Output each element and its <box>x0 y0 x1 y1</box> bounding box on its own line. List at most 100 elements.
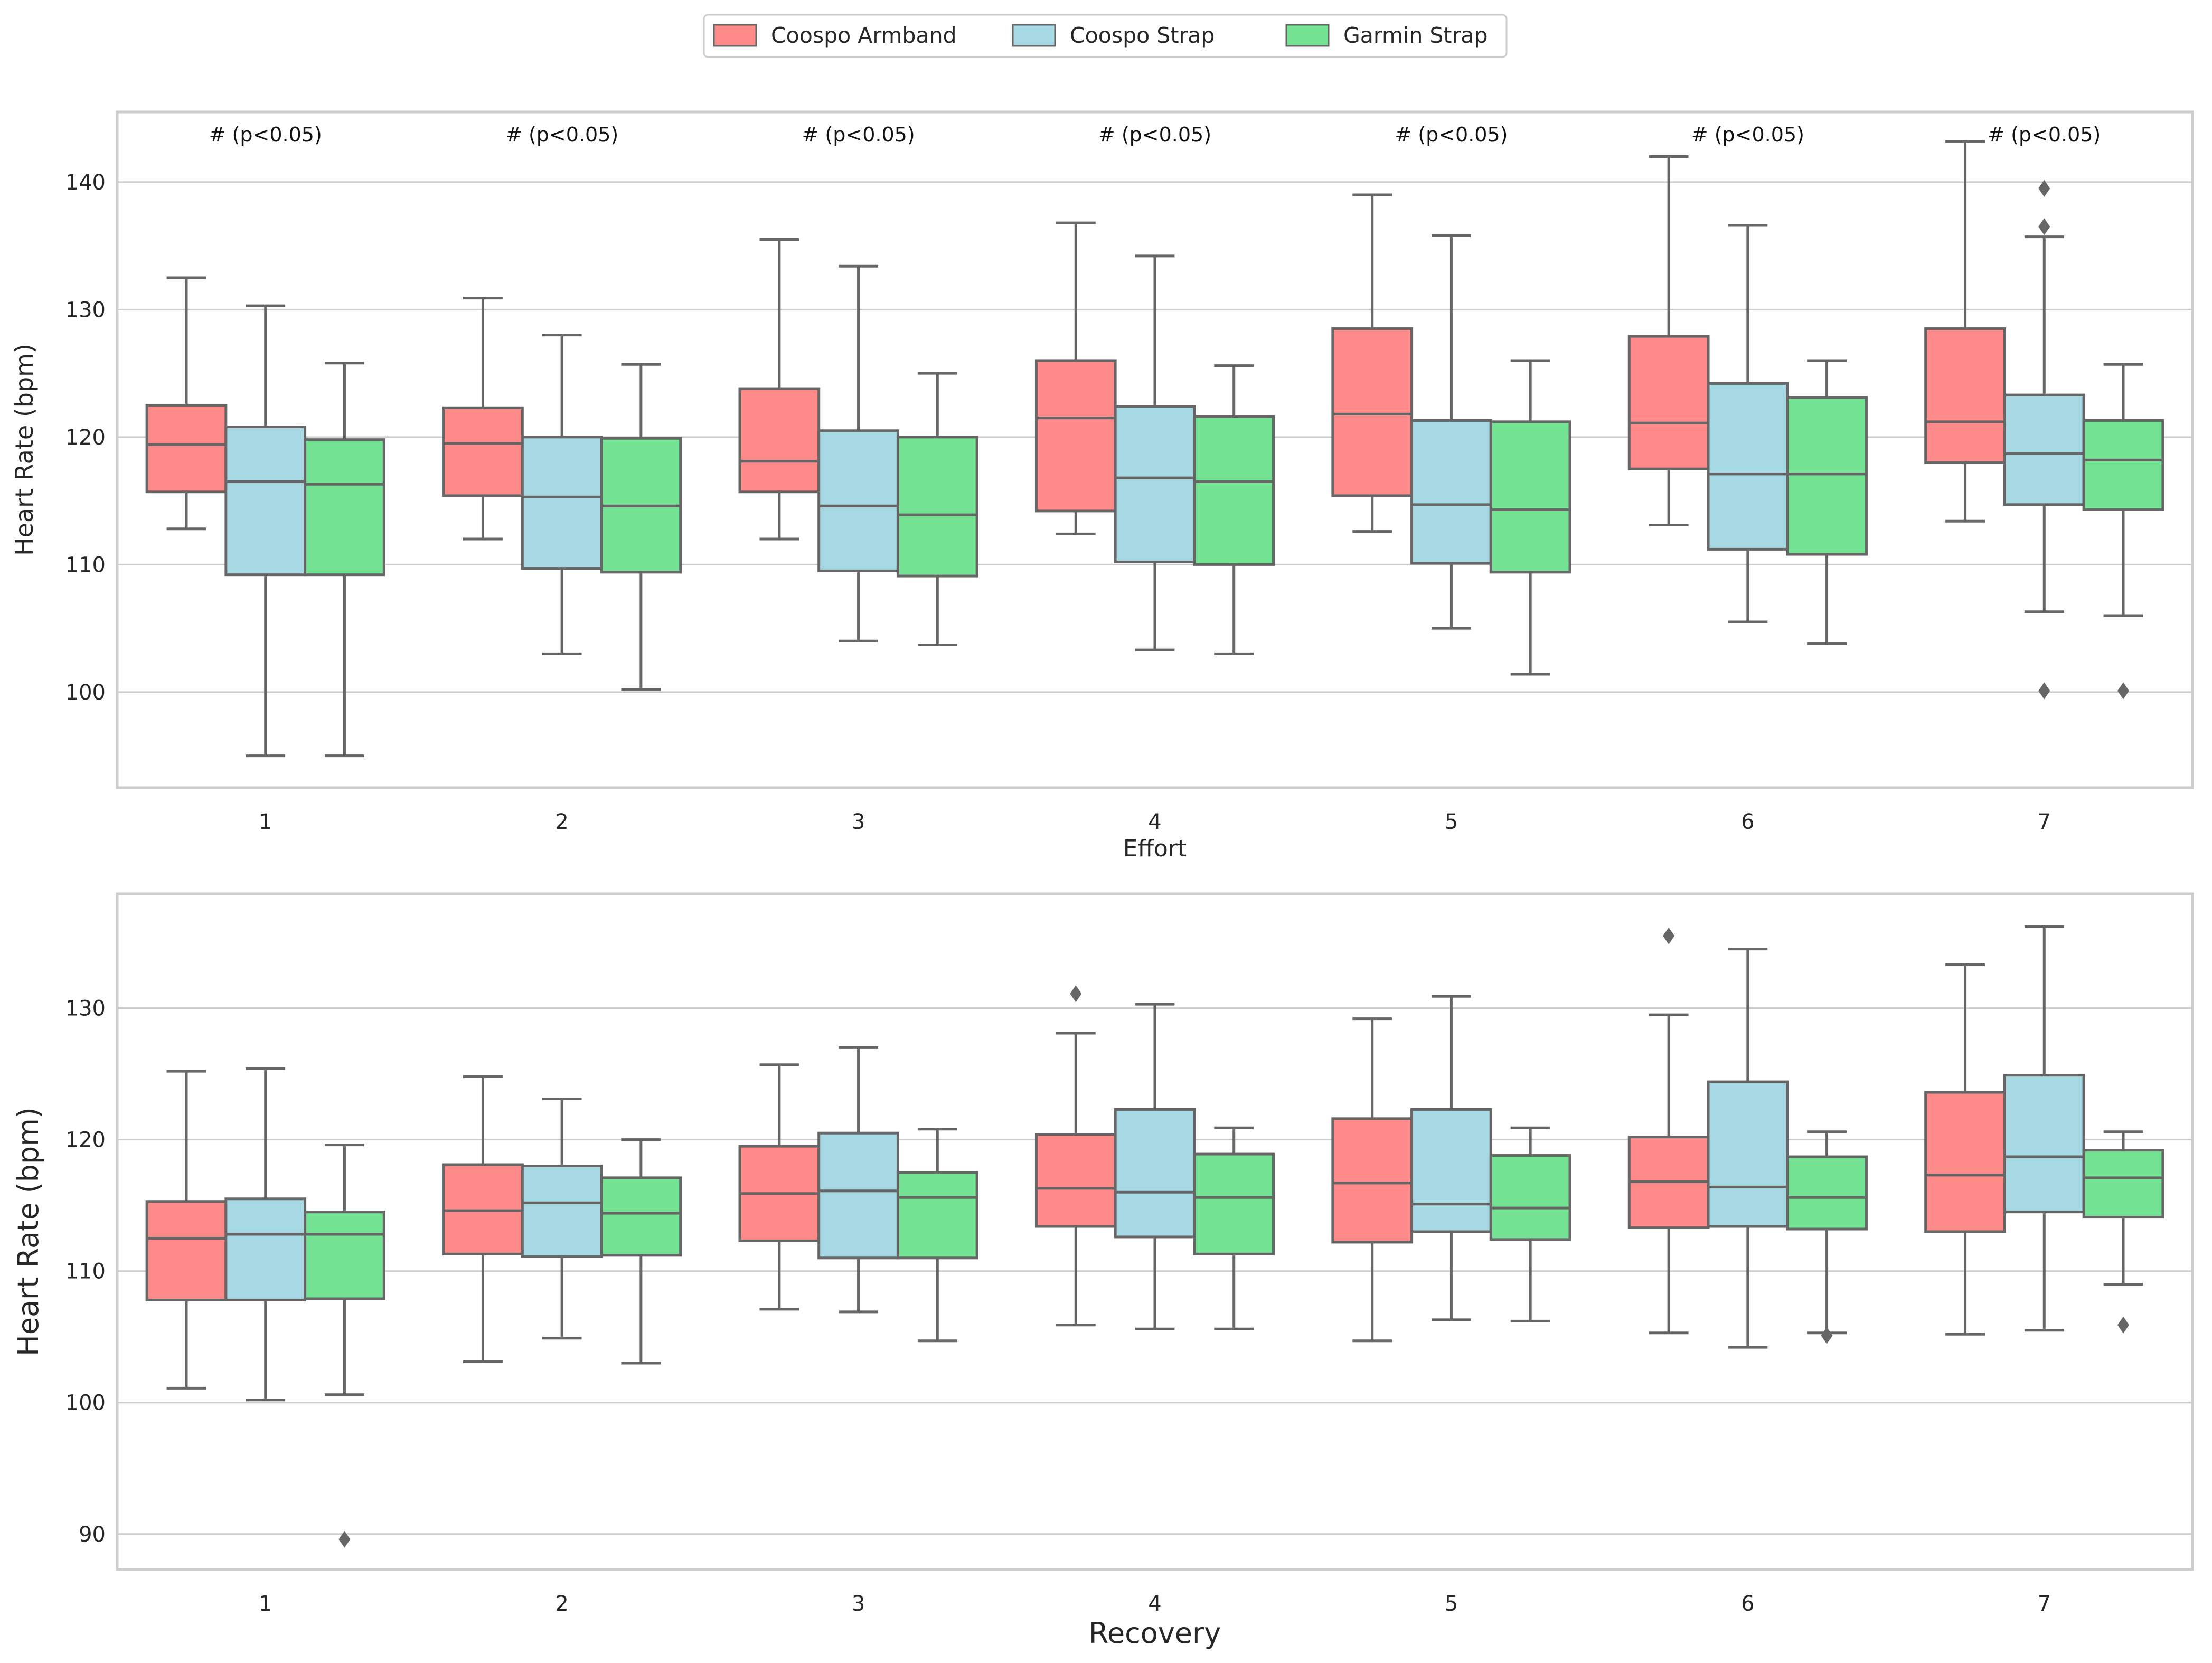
x-tick-label: 7 <box>2038 1592 2051 1616</box>
box-coospo-strap-3 <box>817 1046 899 1314</box>
box-coospo-armband-6 <box>1627 155 1710 526</box>
box-coospo-armband-2 <box>442 297 524 541</box>
box-garmin-strap-5 <box>1489 359 1571 676</box>
box-iqr <box>1034 359 1117 513</box>
y-tick-label: 110 <box>65 553 106 577</box>
y-tick-label: 130 <box>65 298 106 322</box>
significance-annotation: # (p<0.05) <box>505 123 618 146</box>
box-iqr <box>1034 1133 1117 1228</box>
legend-swatch-coospo-strap <box>1012 24 1056 47</box>
y-tick-label: 110 <box>65 1260 106 1284</box>
box-garmin-strap-3 <box>896 372 978 647</box>
box-coospo-strap-1 <box>224 1067 307 1402</box>
box-coospo-strap-6 <box>1707 224 1789 623</box>
x-axis-label: Recovery <box>1089 1617 1221 1650</box>
box-iqr <box>224 426 307 577</box>
box-iqr <box>1114 405 1196 564</box>
box-iqr <box>224 1197 307 1301</box>
box-garmin-strap-4 <box>1193 1126 1275 1330</box>
box-iqr <box>521 1164 603 1258</box>
box-coospo-armband-4 <box>1034 221 1117 535</box>
significance-annotation: # (p<0.05) <box>1691 123 1804 146</box>
box-garmin-strap-2 <box>600 1138 682 1365</box>
x-tick-label: 3 <box>852 810 865 834</box>
box-coospo-armband-1 <box>145 1070 228 1390</box>
outlier-point <box>1070 985 1082 1003</box>
x-tick-label: 6 <box>1741 810 1754 834</box>
box-iqr <box>2082 419 2164 512</box>
y-tick-label: 140 <box>65 171 106 195</box>
box-coospo-strap-7 <box>2003 925 2085 1332</box>
box-garmin-strap-4 <box>1193 364 1275 655</box>
box-garmin-strap-3 <box>896 1128 978 1343</box>
box-iqr <box>1193 415 1275 566</box>
box-coospo-armband-6 <box>1627 927 1710 1335</box>
y-tick-label: 120 <box>65 426 106 450</box>
box-coospo-strap-2 <box>521 1097 603 1340</box>
box-coospo-armband-3 <box>738 238 821 541</box>
x-tick-label: 4 <box>1148 810 1161 834</box>
box-coospo-strap-4 <box>1114 254 1196 651</box>
box-iqr <box>1489 420 1571 574</box>
box-iqr <box>304 438 385 577</box>
plot-frame <box>116 892 2194 1571</box>
box-iqr <box>2082 1149 2164 1219</box>
panel-recovery: 90 100 110 120 130 1 2 3 4 5 6 7 Recovery Heart Rate … <box>12 892 2194 1650</box>
box-coospo-strap-5 <box>1410 995 1492 1321</box>
box-iqr <box>1331 1117 1414 1244</box>
box-garmin-strap-7 <box>2082 1130 2164 1334</box>
box-iqr <box>817 429 899 572</box>
box-iqr <box>817 1131 899 1260</box>
panel-effort: 100 110 120 130 140 1 2 3 4 5 6 7 # (p<0.05) # (p<0.0… <box>10 110 2194 862</box>
y-tick-label: 130 <box>65 997 106 1021</box>
box-iqr <box>1193 1152 1275 1255</box>
outlier-point <box>2038 179 2050 197</box>
y-tick-label: 100 <box>65 681 106 705</box>
box-garmin-strap-1 <box>304 1144 385 1548</box>
box-iqr <box>1786 396 1868 556</box>
box-coospo-strap-7 <box>2003 179 2085 700</box>
legend-label-coospo-strap: Coospo Strap <box>1070 23 1215 48</box>
y-tick-label: 100 <box>65 1391 106 1415</box>
box-garmin-strap-2 <box>600 363 682 691</box>
legend-swatch-garmin-strap <box>1285 24 1330 47</box>
box-iqr <box>738 387 821 494</box>
plots-group: 100 110 120 130 140 1 2 3 4 5 6 7 # (p<0.05) # (p<0.0… <box>10 110 2194 1650</box>
box-iqr <box>1924 327 2006 464</box>
box-iqr <box>1410 1108 1492 1233</box>
y-tick-label: 90 <box>79 1523 106 1547</box>
box-iqr <box>1114 1108 1196 1239</box>
x-tick-label: 2 <box>555 810 568 834</box>
box-garmin-strap-6 <box>1786 359 1868 645</box>
box-iqr <box>896 1171 978 1260</box>
significance-annotation: # (p<0.05) <box>1395 123 1508 146</box>
outlier-point <box>1663 927 1675 944</box>
box-iqr <box>1489 1154 1571 1241</box>
x-tick-label: 7 <box>2038 810 2051 834</box>
box-coospo-armband-1 <box>145 276 228 531</box>
outlier-point <box>2038 682 2050 700</box>
x-tick-label: 5 <box>1445 810 1458 834</box>
box-iqr <box>304 1211 385 1300</box>
box-iqr <box>1707 382 1789 551</box>
box-iqr <box>1331 327 1414 497</box>
outlier-point <box>2117 1316 2129 1334</box>
x-tick-label: 5 <box>1445 1592 1458 1616</box>
box-coospo-armband-5 <box>1331 1017 1414 1343</box>
box-coospo-strap-6 <box>1707 948 1789 1349</box>
box-coospo-strap-5 <box>1410 234 1492 630</box>
box-iqr <box>1707 1080 1789 1228</box>
x-tick-label: 3 <box>852 1592 865 1616</box>
box-iqr <box>145 1200 228 1301</box>
box-garmin-strap-6 <box>1786 1130 1868 1344</box>
x-tick-label: 1 <box>259 1592 272 1616</box>
y-axis-label: Heart Rate (bpm) <box>10 344 39 556</box>
box-iqr <box>2003 393 2085 506</box>
outlier-point <box>338 1530 351 1548</box>
box-coospo-armband-4 <box>1034 985 1117 1327</box>
box-garmin-strap-5 <box>1489 1126 1571 1322</box>
outlier-point <box>2038 218 2050 235</box>
plot-frame <box>116 110 2194 789</box>
box-iqr <box>2003 1074 2085 1214</box>
